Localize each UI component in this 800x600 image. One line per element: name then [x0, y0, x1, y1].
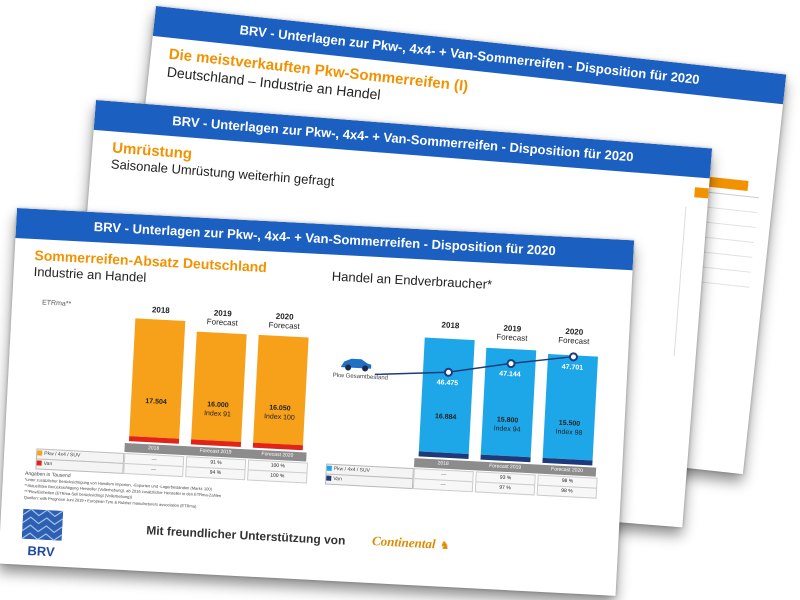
brv-logo-pattern-icon [21, 508, 64, 542]
slide-back-orange-strip [707, 176, 749, 191]
slide-middle-subtitle: Saisonale Umrüstung weiterhin gefragt [110, 156, 335, 189]
car-total-line [374, 355, 574, 376]
right-chart: 2018 16.884 2019 Forecast 15.800 Index 94 2020… [1, 208, 634, 540]
slide-middle-orange-strip [694, 187, 709, 199]
support-text: Mit freundlicher Unterstützung von [145, 523, 346, 548]
car-total-point [568, 351, 578, 362]
car-total-line-path [374, 355, 574, 376]
brv-logo: BRV [21, 508, 64, 559]
continental-logo-text: Continental [371, 533, 436, 552]
slide-front: BRV - Unterlagen zur Pkw-, 4x4- + Van-So… [0, 208, 635, 596]
car-icon [341, 358, 372, 372]
car-total-point [443, 367, 453, 377]
brv-logo-text: BRV [27, 543, 56, 560]
continental-horse-icon: ♞ [439, 539, 451, 553]
continental-logo: Continental ♞ [372, 532, 451, 554]
car-total-point [505, 358, 516, 369]
